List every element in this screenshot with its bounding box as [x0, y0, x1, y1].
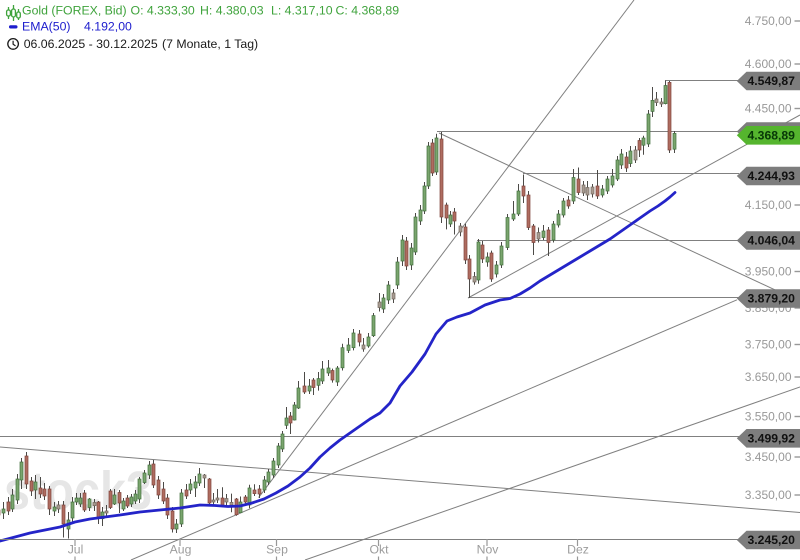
svg-text:stock3: stock3: [4, 461, 152, 521]
svg-text:EMA(50): EMA(50): [22, 20, 71, 34]
svg-text:4.192,00: 4.192,00: [84, 20, 132, 34]
svg-text:4.549,87: 4.549,87: [748, 74, 796, 88]
svg-text:4.046,04: 4.046,04: [748, 234, 796, 248]
svg-text:3.499,92: 3.499,92: [748, 432, 796, 446]
svg-text:(7 Monate, 1 Tag): (7 Monate, 1 Tag): [162, 37, 258, 51]
svg-text:O: 4.333,30: O: 4.333,30: [131, 3, 195, 17]
svg-text:4.750,00: 4.750,00: [745, 14, 792, 28]
svg-text:4.150,00: 4.150,00: [745, 198, 792, 212]
svg-text:3.450,00: 3.450,00: [745, 450, 792, 464]
svg-text:Gold (FOREX, Bid): Gold (FOREX, Bid): [22, 3, 127, 17]
svg-text:L: 4.317,10: L: 4.317,10: [271, 3, 333, 17]
svg-text:3.879,20: 3.879,20: [748, 292, 796, 306]
svg-text:C: 4.368,89: C: 4.368,89: [336, 3, 400, 17]
svg-text:Aug: Aug: [170, 543, 192, 557]
svg-text:3.950,00: 3.950,00: [745, 265, 792, 279]
svg-text:06.06.2025 - 30.12.2025: 06.06.2025 - 30.12.2025: [24, 37, 158, 51]
svg-text:3.245,20: 3.245,20: [748, 533, 796, 547]
svg-text:4.368,89: 4.368,89: [748, 129, 796, 143]
svg-text:Sep: Sep: [266, 543, 288, 557]
svg-text:Nov: Nov: [477, 543, 500, 557]
svg-text:Jul: Jul: [68, 543, 84, 557]
svg-text:Dez: Dez: [567, 543, 589, 557]
svg-text:3.350,00: 3.350,00: [745, 488, 792, 502]
svg-text:3.550,00: 3.550,00: [745, 410, 792, 424]
svg-text:4.450,00: 4.450,00: [745, 102, 792, 116]
svg-text:H: 4.380,03: H: 4.380,03: [200, 3, 264, 17]
svg-text:Okt: Okt: [370, 543, 390, 557]
svg-text:3.650,00: 3.650,00: [745, 370, 792, 384]
svg-text:4.600,00: 4.600,00: [745, 57, 792, 71]
svg-text:3.750,00: 3.750,00: [745, 338, 792, 352]
svg-text:4.244,93: 4.244,93: [748, 169, 796, 183]
